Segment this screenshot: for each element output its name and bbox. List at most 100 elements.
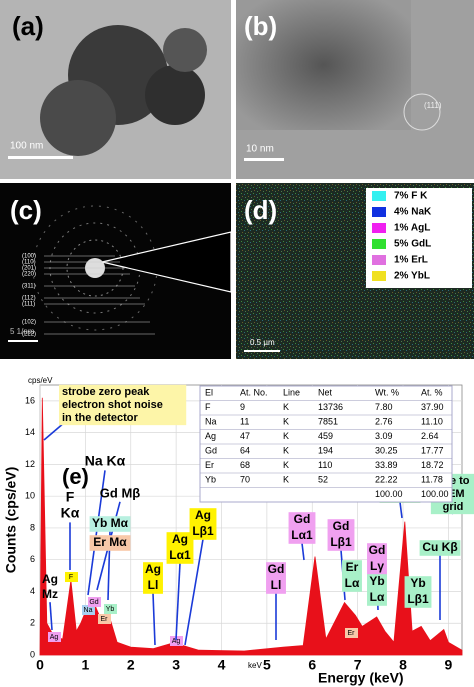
annotation-box	[89, 516, 131, 532]
table-cell: 30.25	[375, 445, 398, 455]
annotation: Lα1	[291, 528, 313, 542]
annotation: Yb	[369, 574, 384, 588]
annotation: Lβ1	[407, 592, 429, 606]
table-cell: 11.10	[421, 416, 443, 426]
panel-b: (111) 10 nm (b)	[236, 0, 474, 179]
scale-bar	[8, 340, 38, 342]
annotation-box	[189, 508, 217, 540]
annotation: Lβ1	[330, 535, 352, 549]
peak-tag-box	[82, 605, 95, 615]
annotation: in the detector	[62, 412, 139, 424]
x-tick-label: 6	[308, 657, 316, 673]
panel-label: (b)	[244, 11, 277, 41]
table-cell: 18.72	[421, 460, 444, 470]
annotation: Kα	[61, 505, 80, 521]
peak-tag-box	[88, 597, 101, 607]
legend-label: 1% AgL	[394, 223, 430, 234]
annotation: Ag	[172, 532, 188, 546]
table-cell: 2.64	[421, 431, 439, 441]
x-tick-label: 3	[172, 657, 180, 673]
particle	[163, 28, 207, 72]
annotation: Ag	[145, 562, 161, 576]
peak-tag: F	[69, 574, 73, 581]
annotation-arrow	[399, 502, 403, 519]
ring-label: (111)	[22, 302, 35, 308]
y-tick-label: 12	[25, 459, 35, 469]
scale-label: 5 1/nm	[10, 327, 35, 336]
scale-bar	[8, 156, 73, 159]
table-header: Wt. %	[375, 387, 399, 397]
scale-label: 10 nm	[246, 144, 274, 155]
peak-tag-box	[65, 572, 78, 582]
annotation: Lα1	[169, 548, 191, 562]
table-cell: 7.80	[375, 402, 393, 412]
annotation-box	[419, 540, 461, 556]
table-cell: Er	[205, 460, 214, 470]
panel-label: (e)	[62, 464, 89, 489]
x-tick-label: 2	[127, 657, 135, 673]
table-cell: Yb	[205, 474, 216, 484]
legend-swatch	[372, 271, 386, 281]
ring-label: (100)	[22, 254, 36, 260]
annotation-box	[89, 535, 131, 551]
legend-label: 4% NaK	[394, 207, 432, 218]
peak-tag-box	[104, 604, 117, 614]
unit-label: cps/eV	[28, 376, 53, 385]
table-header: El	[205, 387, 213, 397]
x-tick-label: 4	[218, 657, 226, 673]
y-tick-label: 4	[30, 586, 35, 596]
annotation-arrow	[184, 539, 204, 646]
ring-label: (110)	[22, 260, 36, 266]
spectrum-area	[39, 397, 463, 656]
panel-c: 5 1/nm (c) (100)(110)(201)(220) (311) (112…	[0, 183, 232, 359]
annotation-box	[266, 562, 286, 594]
legend-swatch	[372, 223, 386, 233]
annotation-arrow	[49, 602, 53, 631]
peak-tag: Na	[84, 607, 93, 614]
y-axis-title: Counts (cps/eV)	[3, 467, 19, 574]
x-tick-label: 5	[263, 657, 271, 673]
peak-tag-box	[48, 632, 61, 642]
legend: 7% F K 4% NaK 1% AgL 5% GdL 1% ErL 2% YbL	[372, 191, 432, 282]
table-cell: K	[283, 416, 289, 426]
peak-tag-box	[345, 628, 358, 638]
table-cell: 70	[240, 474, 250, 484]
beam-stop	[101, 231, 232, 293]
table-cell: 52	[318, 474, 328, 484]
table-cell: 47	[240, 431, 250, 441]
ring-label: (220)	[22, 272, 36, 278]
legend-swatch	[372, 255, 386, 265]
annotation-box	[166, 532, 194, 564]
annotation: Er	[346, 560, 359, 574]
annotation-arrow	[175, 563, 181, 641]
table-cell: 3.09	[375, 431, 393, 441]
annotation: F	[66, 489, 75, 505]
panel-label: (c)	[10, 195, 42, 225]
annotation: Yb	[410, 576, 425, 590]
scale-label: 100 nm	[10, 141, 43, 152]
fringe-ring	[403, 93, 441, 131]
y-tick-label: 10	[25, 491, 35, 501]
legend-label: 1% ErL	[394, 255, 428, 266]
x-tick-label: 9	[444, 657, 452, 673]
annotation-box	[342, 560, 362, 592]
annotation: Gd	[333, 519, 350, 533]
table-cell: K	[283, 445, 289, 455]
legend-label: 2% YbL	[394, 271, 430, 282]
ring-label: (222)	[22, 332, 36, 338]
annotation-arrow	[301, 543, 305, 561]
peak-tag-box	[170, 636, 183, 646]
peak-tag: Er	[101, 616, 109, 623]
annotation-box	[367, 574, 387, 606]
table-cell: 100.00	[421, 489, 449, 499]
table-header: Line	[283, 387, 300, 397]
table-cell: 194	[318, 445, 333, 455]
annotation: Lα	[345, 576, 360, 590]
table-cell: 68	[240, 460, 250, 470]
annotation: electron shot noise	[62, 399, 163, 411]
annotation: Lα	[370, 590, 385, 604]
annotation-box	[143, 562, 163, 594]
panel-a: 100 nm (a)	[0, 0, 231, 179]
x-tick-label: 8	[399, 657, 407, 673]
scale-label: 0.5 µm	[250, 338, 275, 347]
